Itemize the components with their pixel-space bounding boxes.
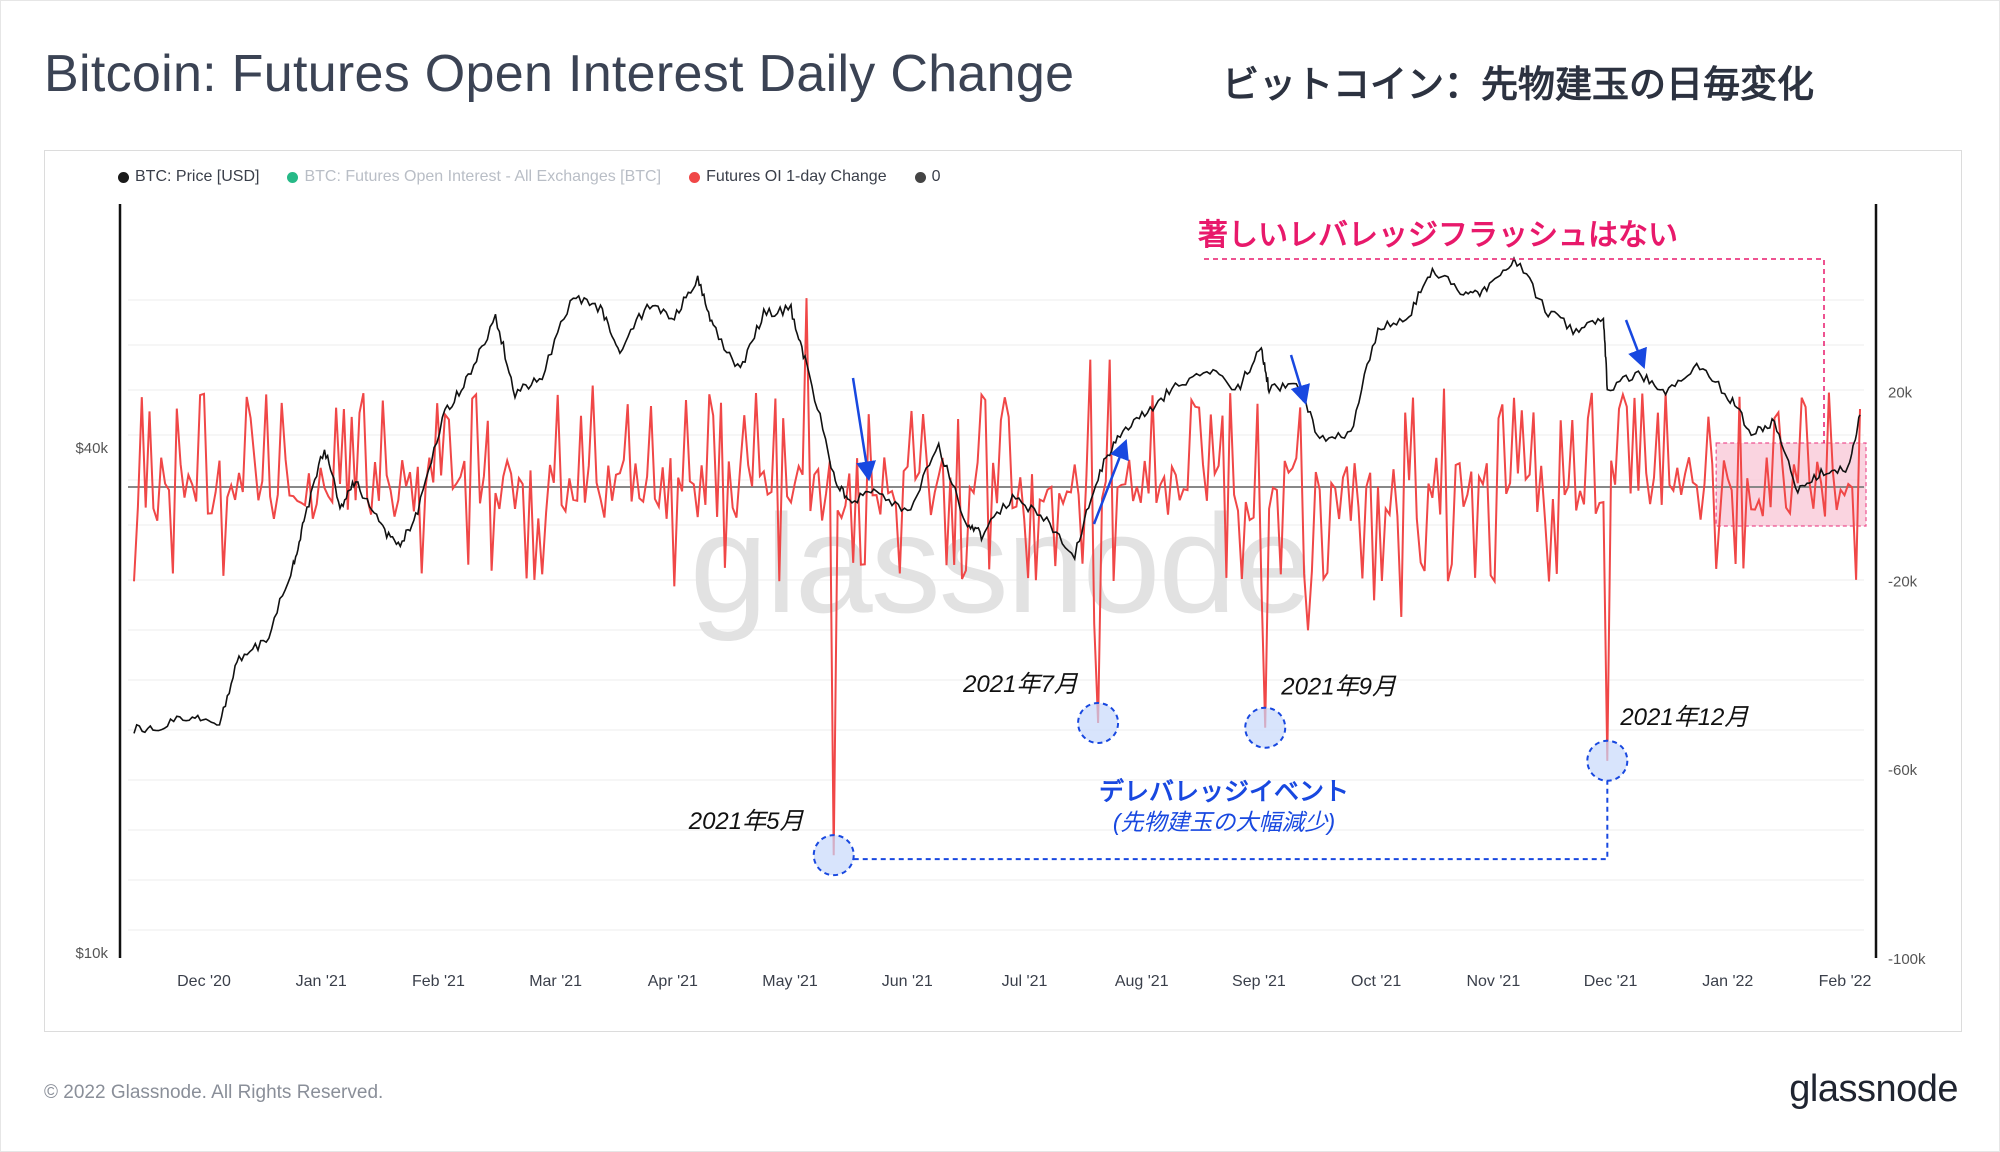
deleverage-subtitle: (先物建玉の大幅減少) — [1113, 809, 1335, 835]
legend-label-zero: 0 — [931, 168, 941, 185]
y-right-tick-label: -20k — [1888, 573, 1918, 590]
no-flush-label: 著しいレバレッジフラッシュはない — [1198, 219, 1678, 252]
x-tick-label: Feb '21 — [412, 973, 465, 990]
deleverage-event-circle — [812, 834, 855, 877]
footer-copyright: © 2022 Glassnode. All Rights Reserved. — [44, 1082, 384, 1103]
y-left-tick-label: $40k — [75, 440, 108, 457]
x-tick-label: Mar '21 — [529, 973, 582, 990]
x-tick-label: Sep '21 — [1232, 973, 1286, 990]
legend-label-open-interest: BTC: Futures Open Interest - All Exchang… — [304, 168, 662, 185]
x-tick-label: Dec '20 — [177, 973, 231, 990]
series-line-price — [133, 256, 1861, 734]
legend-dot-price — [118, 171, 129, 183]
no-flush-bracket-line — [1204, 258, 1825, 443]
legend-dot-open-interest — [287, 171, 299, 183]
x-tick-label: Aug '21 — [1115, 973, 1169, 990]
x-tick-label: Jan '22 — [1702, 973, 1753, 990]
legend-item-price[interactable]: BTC: Price [USD] — [118, 168, 259, 186]
annotation-label-dec: 2021年12月 — [1619, 704, 1749, 731]
page-title-japanese: ビットコイン：先物建玉の日毎変化 — [1222, 64, 1814, 105]
series-line-oi-change — [133, 298, 1861, 856]
price-drop-arrow-dec — [1624, 319, 1647, 370]
legend-item-oi-change[interactable]: Futures OI 1-day Change — [689, 168, 887, 186]
deleverage-bracket-line — [853, 780, 1609, 861]
legend-label-price: BTC: Price [USD] — [135, 168, 260, 185]
y-right-tick-label: 20k — [1888, 385, 1913, 402]
x-tick-label: Nov '21 — [1466, 973, 1520, 990]
annotation-label-jul: 2021年7月 — [962, 671, 1079, 698]
x-tick-label: Feb '22 — [1819, 973, 1872, 990]
x-tick-label: Oct '21 — [1351, 973, 1401, 990]
watermark: glassnode — [690, 485, 1310, 642]
deleverage-title: デレバレッジイベント — [1099, 777, 1349, 806]
x-tick-label: May '21 — [762, 973, 818, 990]
annotation-label-may: 2021年5月 — [688, 808, 805, 835]
legend-item-open-interest[interactable]: BTC: Futures Open Interest - All Exchang… — [287, 168, 661, 186]
x-tick-label: Jan '21 — [296, 973, 347, 990]
y-left-tick-label: $10k — [75, 945, 108, 962]
y-right-tick-label: -60k — [1888, 762, 1918, 779]
x-tick-label: Dec '21 — [1584, 973, 1638, 990]
x-tick-label: Jun '21 — [882, 973, 933, 990]
annotation-label-sep: 2021年9月 — [1280, 674, 1397, 701]
legend-item-zero[interactable]: 0 — [914, 168, 941, 186]
legend-dot-zero — [914, 171, 926, 183]
price-drop-arrow-may — [851, 377, 876, 482]
deleverage-event-circle — [1244, 706, 1287, 749]
legend-dot-oi-change — [689, 171, 701, 183]
chart-container — [44, 150, 1962, 1032]
page-title: Bitcoin: Futures Open Interest Daily Cha… — [44, 45, 1075, 103]
legend-label-oi-change: Futures OI 1-day Change — [706, 168, 887, 185]
x-tick-label: Apr '21 — [648, 973, 698, 990]
chart-legend: BTC: Price [USD] BTC: Futures Open Inter… — [118, 166, 941, 188]
x-tick-label: Jul '21 — [1002, 973, 1048, 990]
price-drop-arrow-sep — [1289, 354, 1310, 406]
price-drop-arrow-jul — [1092, 438, 1129, 525]
deleverage-event-circle — [1077, 702, 1120, 744]
footer-logo: glassnode — [1789, 1068, 1958, 1110]
deleverage-event-circle — [1586, 739, 1629, 782]
y-right-tick-label: -100k — [1888, 951, 1926, 968]
